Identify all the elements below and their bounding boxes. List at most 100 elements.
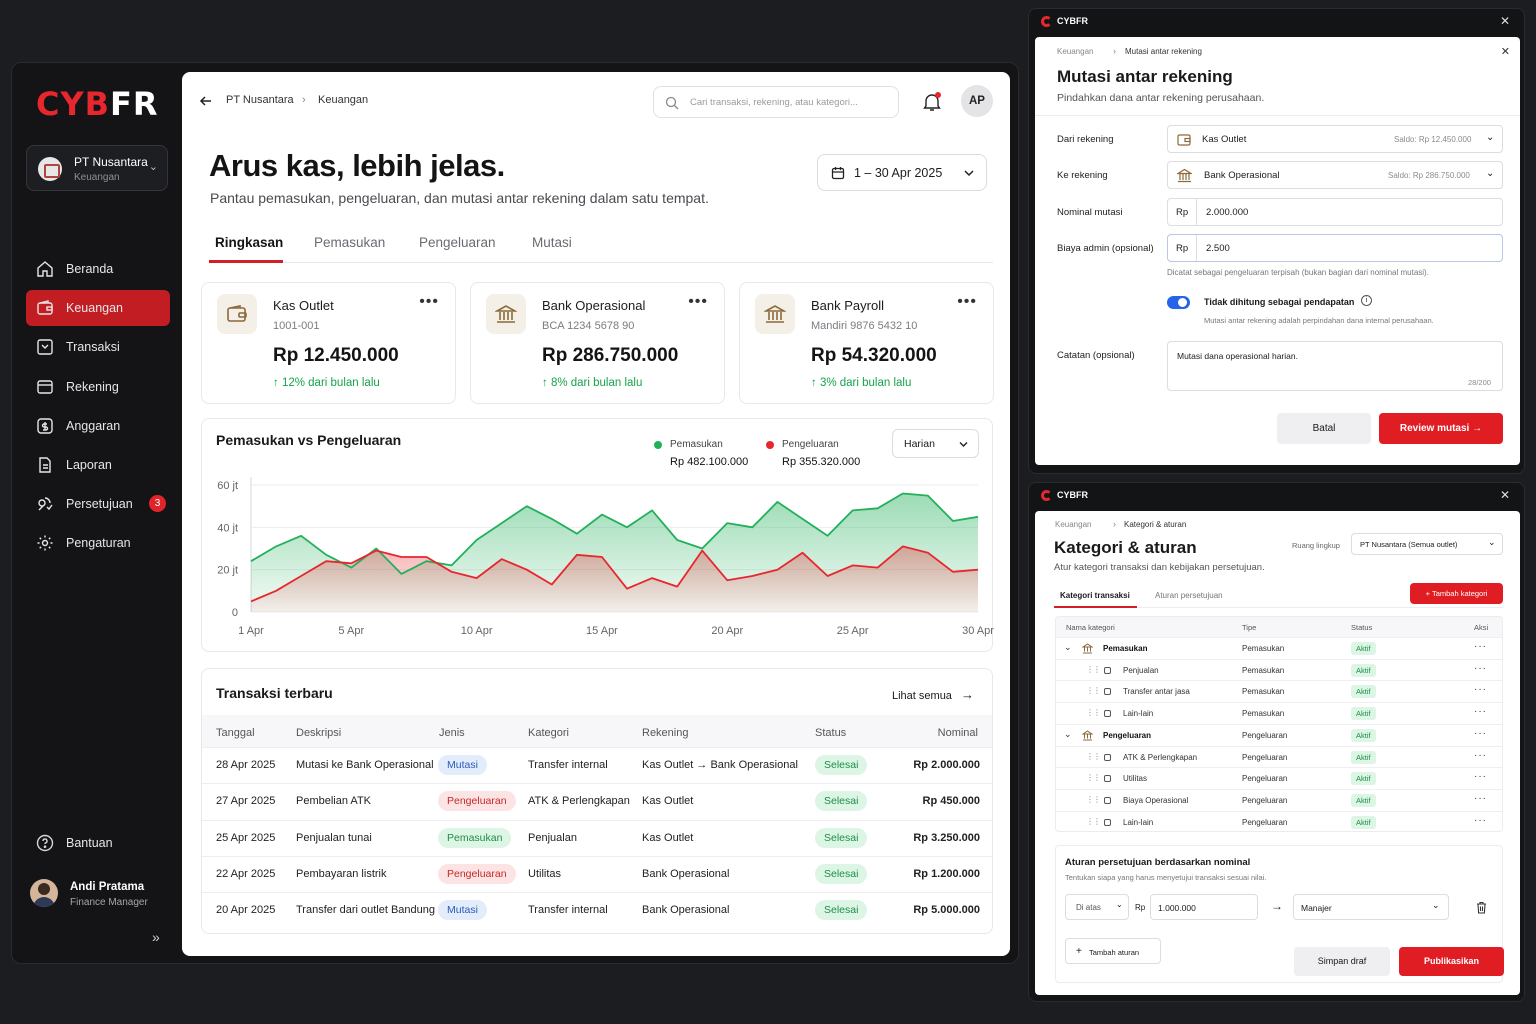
rule-amount-field[interactable]: 1.000.000 xyxy=(1150,894,1258,920)
cancel-button[interactable]: Batal xyxy=(1277,413,1371,444)
sidebar-item-persetujuan[interactable]: Persetujuan 3 xyxy=(26,486,170,522)
category-type: Pengeluaran xyxy=(1242,795,1288,805)
table-row[interactable]: 25 Apr 2025 Penjualan tunai Pemasukan Penju… xyxy=(202,819,992,856)
category-row[interactable]: ⋮⋮ Utilitas Pengeluaran Aktif ··· xyxy=(1056,767,1502,789)
table-row[interactable]: 22 Apr 2025 Pembayaran listrik Pengeluaran… xyxy=(202,855,992,892)
drag-handle-icon[interactable]: ⋮⋮ xyxy=(1086,816,1101,826)
more-icon[interactable]: ••• xyxy=(688,293,708,310)
breadcrumb-item[interactable]: PT Nusantara xyxy=(226,94,294,106)
account-card[interactable]: Kas Outlet 1001-001 ••• Rp 12.450.000 ↑ … xyxy=(201,282,456,404)
scope-select[interactable]: PT Nusantara (Semua outlet) ⌄ xyxy=(1351,533,1503,555)
brand-logo[interactable]: CYBFR xyxy=(36,85,159,123)
breadcrumb-item[interactable]: Keuangan xyxy=(1057,47,1094,56)
more-icon[interactable]: ••• xyxy=(419,293,439,310)
amount-field[interactable]: Rp 2.000.000 xyxy=(1167,198,1503,226)
notification-badge: 3 xyxy=(149,495,166,513)
table-row[interactable]: 20 Apr 2025 Transfer dari outlet Bandung M… xyxy=(202,892,992,928)
table-row[interactable]: 27 Apr 2025 Pembelian ATK Pengeluaran ATK &… xyxy=(202,783,992,819)
drag-handle-icon[interactable]: ⋮⋮ xyxy=(1086,686,1101,696)
drag-handle-icon[interactable]: ⋮⋮ xyxy=(1086,708,1101,718)
rule-condition-select[interactable]: Di atas ⌄ xyxy=(1065,894,1129,920)
cell-description: Mutasi ke Bank Operasional xyxy=(296,759,434,771)
review-mutasi-button[interactable]: Review mutasi → xyxy=(1379,413,1503,444)
back-arrow-icon[interactable] xyxy=(199,94,213,108)
account-growth-text: 12% dari bulan lalu xyxy=(281,377,380,389)
more-icon[interactable]: ··· xyxy=(1474,662,1487,674)
drag-handle-icon[interactable]: ⋮⋮ xyxy=(1086,664,1101,674)
avatar[interactable]: AP xyxy=(961,85,993,117)
more-icon[interactable]: ··· xyxy=(1474,641,1487,652)
wallet-icon xyxy=(1177,134,1191,146)
bell-icon[interactable] xyxy=(923,92,941,112)
more-icon[interactable]: ··· xyxy=(1474,727,1487,739)
sidebar-item-pengaturan[interactable]: Pengaturan xyxy=(26,525,170,561)
sidebar-item-keuangan[interactable]: Keuangan xyxy=(26,290,170,327)
tab-pemasukan[interactable]: Pemasukan xyxy=(314,235,386,250)
category-icon xyxy=(1104,796,1111,804)
category-row[interactable]: ⋮⋮ ATK & Perlengkapan Pengeluaran Aktif ··· xyxy=(1056,745,1502,768)
sidebar-item-transaksi[interactable]: Transaksi xyxy=(26,329,170,365)
add-rule-button[interactable]: + Tambah aturan xyxy=(1065,938,1161,964)
more-icon[interactable]: ··· xyxy=(1474,749,1487,761)
category-row[interactable]: ⌄ Pengeluaran Pengeluaran Aktif ··· xyxy=(1056,723,1502,746)
category-row[interactable]: ⌄ Pemasukan Pemasukan Aktif ··· xyxy=(1056,637,1502,659)
from-account-select[interactable]: Kas Outlet Saldo: Rp 12.450.000 ⌄ xyxy=(1167,125,1503,153)
add-category-label: Tambah kategori xyxy=(1431,589,1488,598)
add-category-button[interactable]: + Tambah kategori xyxy=(1410,583,1503,604)
chevron-down-icon[interactable]: ⌄ xyxy=(1064,728,1072,739)
drag-handle-icon[interactable]: ⋮⋮ xyxy=(1086,773,1101,783)
org-switcher[interactable]: PT Nusantara Keuangan ⌄ xyxy=(26,145,168,191)
save-draft-button[interactable]: Simpan draf xyxy=(1294,947,1390,976)
date-range-picker[interactable]: 1 – 30 Apr 2025 xyxy=(817,154,987,191)
more-icon[interactable]: ••• xyxy=(957,293,977,310)
tab-mutasi[interactable]: Mutasi xyxy=(532,235,572,250)
chevron-down-icon[interactable]: ⌄ xyxy=(1064,642,1072,652)
x-tick-label: 1 Apr xyxy=(238,625,264,637)
breadcrumb-item[interactable]: Keuangan xyxy=(1055,520,1092,529)
collapse-sidebar-icon[interactable]: » xyxy=(152,929,160,945)
close-icon[interactable]: ✕ xyxy=(1500,46,1510,58)
category-row[interactable]: ⋮⋮ Lain-lain Pengeluaran Aktif ··· xyxy=(1056,810,1502,831)
trash-icon[interactable] xyxy=(1476,901,1487,914)
rule-amount-value: 1.000.000 xyxy=(1158,903,1196,913)
sidebar-item-laporan[interactable]: Laporan xyxy=(26,447,170,483)
sidebar-item-anggaran[interactable]: Anggaran xyxy=(26,408,170,444)
see-all-link[interactable]: Lihat semua → xyxy=(892,687,974,702)
more-icon[interactable]: ··· xyxy=(1474,814,1487,826)
close-icon[interactable]: ✕ xyxy=(1499,488,1510,502)
more-icon[interactable]: ··· xyxy=(1474,706,1487,718)
note-textarea[interactable]: Mutasi dana operasional harian. 28/200 xyxy=(1167,341,1503,391)
tab-kategori-transaksi[interactable]: Kategori transaksi xyxy=(1060,591,1130,600)
info-icon[interactable]: i xyxy=(1361,295,1372,306)
account-card[interactable]: Bank Operasional BCA 1234 5678 90 ••• Rp… xyxy=(470,282,725,404)
more-icon[interactable]: ··· xyxy=(1474,771,1487,783)
tab-pengeluaran[interactable]: Pengeluaran xyxy=(419,235,496,250)
account-card[interactable]: Bank Payroll Mandiri 9876 5432 10 ••• Rp… xyxy=(739,282,994,404)
publish-button[interactable]: Publikasikan xyxy=(1399,947,1504,976)
tab-ringkasan[interactable]: Ringkasan xyxy=(215,235,284,250)
tab-aturan-persetujuan[interactable]: Aturan persetujuan xyxy=(1155,591,1223,600)
search-input[interactable]: Cari transaksi, rekening, atau kategori.… xyxy=(653,86,899,118)
rule-approver-select[interactable]: Manajer ⌄ xyxy=(1293,894,1449,920)
period-select[interactable]: Harian xyxy=(892,429,979,458)
column-header: Tanggal xyxy=(216,727,255,739)
sidebar-item-rekening[interactable]: Rekening xyxy=(26,369,170,405)
category-row[interactable]: ⋮⋮ Transfer antar jasa Pemasukan Aktif ··· xyxy=(1056,680,1502,702)
more-icon[interactable]: ··· xyxy=(1474,684,1487,696)
sidebar-item-help[interactable]: Bantuan xyxy=(26,825,170,861)
drag-handle-icon[interactable]: ⋮⋮ xyxy=(1086,794,1101,804)
user-profile[interactable]: Andi Pratama Finance Manager xyxy=(30,875,170,915)
income-toggle[interactable] xyxy=(1167,296,1190,309)
to-account-select[interactable]: Bank Operasional Saldo: Rp 286.750.000 ⌄ xyxy=(1167,161,1503,189)
close-icon[interactable]: ✕ xyxy=(1499,14,1510,28)
scope-value: PT Nusantara (Semua outlet) xyxy=(1360,540,1458,549)
more-icon[interactable]: ··· xyxy=(1474,792,1487,804)
drag-handle-icon[interactable]: ⋮⋮ xyxy=(1086,751,1101,761)
category-row[interactable]: ⋮⋮ Biaya Operasional Pengeluaran Aktif ··· xyxy=(1056,788,1502,811)
sidebar-item-beranda[interactable]: Beranda xyxy=(26,251,170,287)
category-row[interactable]: ⋮⋮ Lain-lain Pemasukan Aktif ··· xyxy=(1056,702,1502,724)
table-row[interactable]: 28 Apr 2025 Mutasi ke Bank Operasional Mut… xyxy=(202,747,992,783)
fee-field[interactable]: Rp 2.500 xyxy=(1167,234,1503,262)
add-rule-label: Tambah aturan xyxy=(1089,948,1140,957)
category-row[interactable]: ⋮⋮ Penjualan Pemasukan Aktif ··· xyxy=(1056,658,1502,681)
